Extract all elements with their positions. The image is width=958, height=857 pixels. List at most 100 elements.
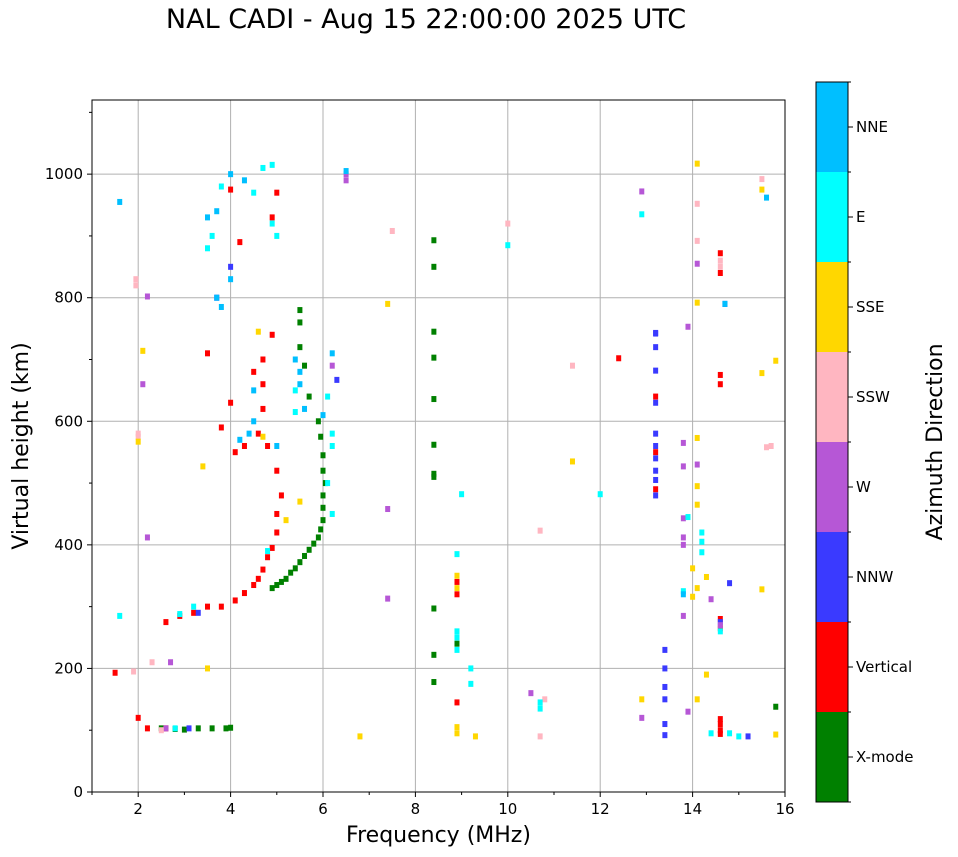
colorbar: X-mode Vertical NNW W SSW SSE E NNE [815,81,913,803]
data-point [717,381,723,388]
data-point [694,461,700,468]
data-point [680,534,686,541]
data-point [653,443,659,449]
data-point [283,517,289,524]
data-point [431,396,437,403]
data-point [158,727,164,734]
data-point [297,381,303,388]
chart-title: NAL CADI - Aug 15 22:00:00 2025 UTC [165,4,687,35]
data-point [205,665,210,672]
data-point [135,714,141,721]
data-point [653,486,659,493]
data-point [320,504,326,511]
x-tick-label: 16 [775,800,794,818]
data-point [140,347,146,354]
data-point [306,393,312,400]
data-point [542,696,548,703]
data-point [717,263,723,270]
data-point [135,438,141,445]
data-point [653,467,659,474]
data-point [685,323,691,330]
data-point [218,424,224,431]
data-point [759,370,765,377]
data-point [653,449,659,456]
data-point [343,171,349,178]
data-point [329,510,335,517]
data-point [662,732,668,739]
data-point [320,452,326,459]
data-point [454,585,460,592]
data-point [680,588,686,595]
data-point [717,721,723,728]
data-point [218,603,224,610]
data-point [329,362,335,369]
data-point [297,368,303,375]
colorbar-tick-label: SSW [856,388,890,406]
data-point [228,171,234,178]
data-point [699,549,705,556]
data-point [334,376,340,383]
data-point [717,371,723,378]
data-point [680,612,686,619]
data-point [717,716,723,723]
data-point [255,430,261,437]
data-point [329,350,335,357]
x-tick-label: 8 [411,800,421,818]
data-point [694,696,700,703]
series-e [117,161,742,740]
data-point [315,418,321,425]
data-point [385,595,391,602]
data-point [195,609,201,616]
data-point [205,350,210,357]
data-point [717,622,723,629]
data-point [228,399,234,406]
data-point [320,517,326,524]
data-point [690,565,696,572]
data-point [292,356,298,363]
data-point [454,646,460,653]
data-point [662,646,668,653]
colorbar-frame [815,81,849,803]
data-point [320,412,326,419]
colorbar-tick-label: Vertical [856,658,912,676]
data-point [228,263,234,270]
data-point [764,444,770,451]
data-point [329,443,335,449]
data-point [537,699,543,706]
data-point [569,458,575,465]
data-point [454,551,460,558]
data-point [274,443,280,449]
colorbar-label: Azimuth Direction [923,343,948,540]
data-point [431,441,437,448]
data-point [537,705,543,712]
data-point [717,250,723,257]
series-nne [117,168,770,598]
data-point [680,515,686,522]
data-point [703,671,709,678]
data-point [325,480,331,487]
data-point [745,733,751,740]
colorbar-segment [816,262,848,352]
data-point [680,439,686,446]
data-point [228,186,234,193]
x-tick-label: 10 [498,800,517,818]
y-tick-label: 800 [54,289,83,307]
data-point [717,625,723,632]
data-point [759,186,765,193]
colorbar-segment [816,622,848,712]
data-point [685,514,691,521]
data-point [389,227,395,234]
data-point [318,526,324,533]
data-point [251,418,257,425]
data-point [205,214,210,221]
data-point [505,220,511,227]
series-w [140,171,723,732]
data-point [278,578,284,585]
data-point [694,585,700,592]
data-point [288,569,294,576]
colorbar-segment [816,442,848,532]
data-point [357,733,363,740]
data-point [653,367,659,374]
data-point [694,160,700,167]
y-tick-label: 0 [73,783,83,801]
